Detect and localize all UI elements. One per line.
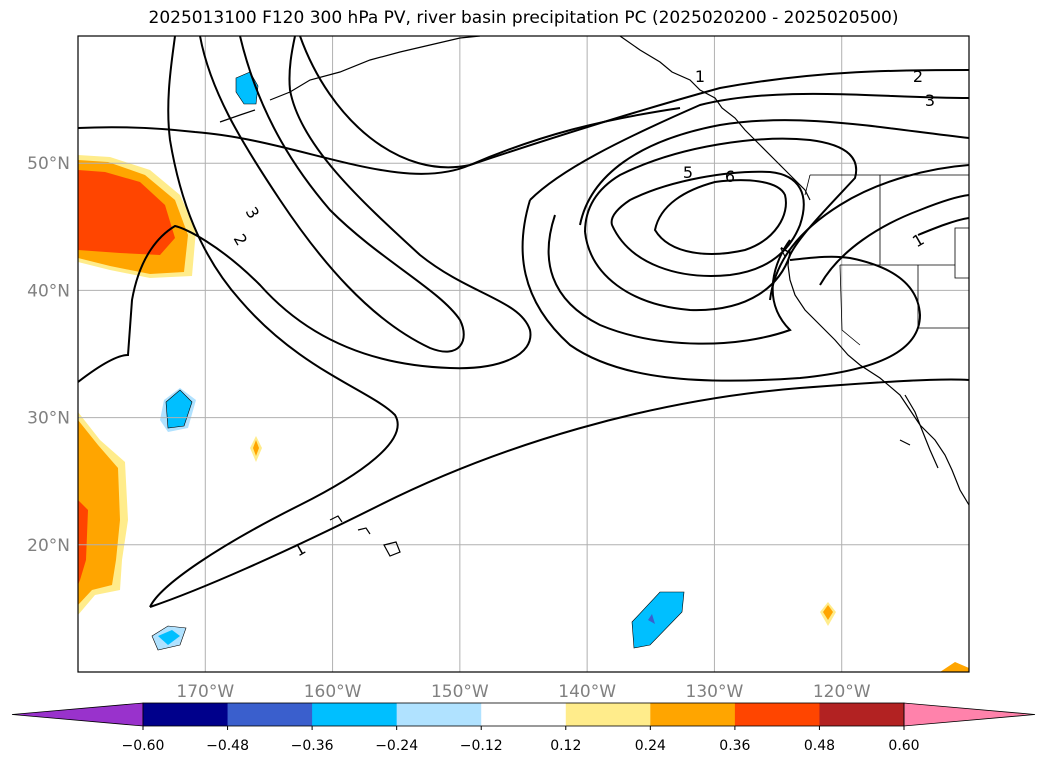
contour-label: 5: [683, 163, 693, 182]
colorbar-swatch: [143, 703, 229, 726]
longitude-labels: 170°W 160°W 150°W 140°W 130°W 120°W: [176, 682, 870, 702]
colorbar-swatch: [396, 703, 482, 726]
lat-tick-label: 20°N: [27, 536, 70, 556]
latitude-labels: 50°N 40°N 30°N 20°N: [27, 154, 70, 556]
precip-negative: [151, 71, 685, 651]
colorbar-swatch: [819, 703, 905, 726]
lat-tick-label: 30°N: [27, 409, 70, 429]
contour-label: 3: [925, 91, 935, 110]
colorbar-tick-label: 0.48: [804, 738, 835, 754]
lon-tick-label: 140°W: [558, 682, 616, 702]
contour-label: 6: [725, 167, 735, 186]
precip-spot-2-core: [823, 605, 833, 620]
contour-label: 1: [695, 67, 705, 86]
colorbar-tick-label: −0.60: [122, 738, 165, 754]
colorbar-tick-label: −0.48: [206, 738, 249, 754]
colorbar-swatch: [481, 703, 567, 726]
colorbar-tick-label: −0.12: [460, 738, 503, 754]
lon-tick-label: 160°W: [304, 682, 362, 702]
borders: [804, 174, 969, 346]
lon-tick-label: 170°W: [176, 682, 234, 702]
colorbar-swatch: [734, 703, 820, 726]
lon-tick-label: 130°W: [686, 682, 744, 702]
colorbar-extend-high: [903, 702, 1036, 727]
precip-positive-west: [78, 155, 196, 615]
lon-tick-label: 120°W: [813, 682, 871, 702]
colorbar-frame: [142, 702, 905, 727]
chart-title: 2025013100 F120 300 hPa PV, river basin …: [148, 8, 899, 28]
map-frame: [77, 35, 970, 673]
precip-spot-1-core: [253, 440, 259, 456]
grid-lines: [78, 36, 969, 672]
colorbar-extend-low: [11, 702, 144, 727]
colorbar: −0.60 −0.48 −0.36 −0.24 −0.12 0.12 0.24 0.36 0.4…: [11, 702, 1036, 754]
contour-label: 2: [913, 67, 923, 86]
colorbar-tick-label: −0.24: [375, 738, 418, 754]
pv-contours: [78, 36, 969, 608]
colorbar-tick-label: −0.36: [291, 738, 334, 754]
colorbar-tick-label: 0.24: [635, 738, 666, 754]
colorbar-swatch: [565, 703, 651, 726]
colorbar-swatch: [650, 703, 736, 726]
map-area: [78, 36, 969, 672]
colorbar-tick-label: 0.60: [888, 738, 919, 754]
contour-label: 3: [242, 204, 264, 222]
colorbar-swatch: [227, 703, 313, 726]
colorbar-tick-label: 0.12: [550, 738, 581, 754]
lon-tick-label: 150°W: [431, 682, 489, 702]
colorbar-tick-label: 0.36: [719, 738, 750, 754]
precip-spot-3: [940, 662, 969, 672]
colorbar-swatch: [312, 703, 398, 726]
lat-tick-label: 50°N: [27, 154, 70, 174]
lat-tick-label: 40°N: [27, 281, 70, 301]
contour-label: 2: [230, 231, 252, 249]
coastlines: [219, 36, 969, 557]
